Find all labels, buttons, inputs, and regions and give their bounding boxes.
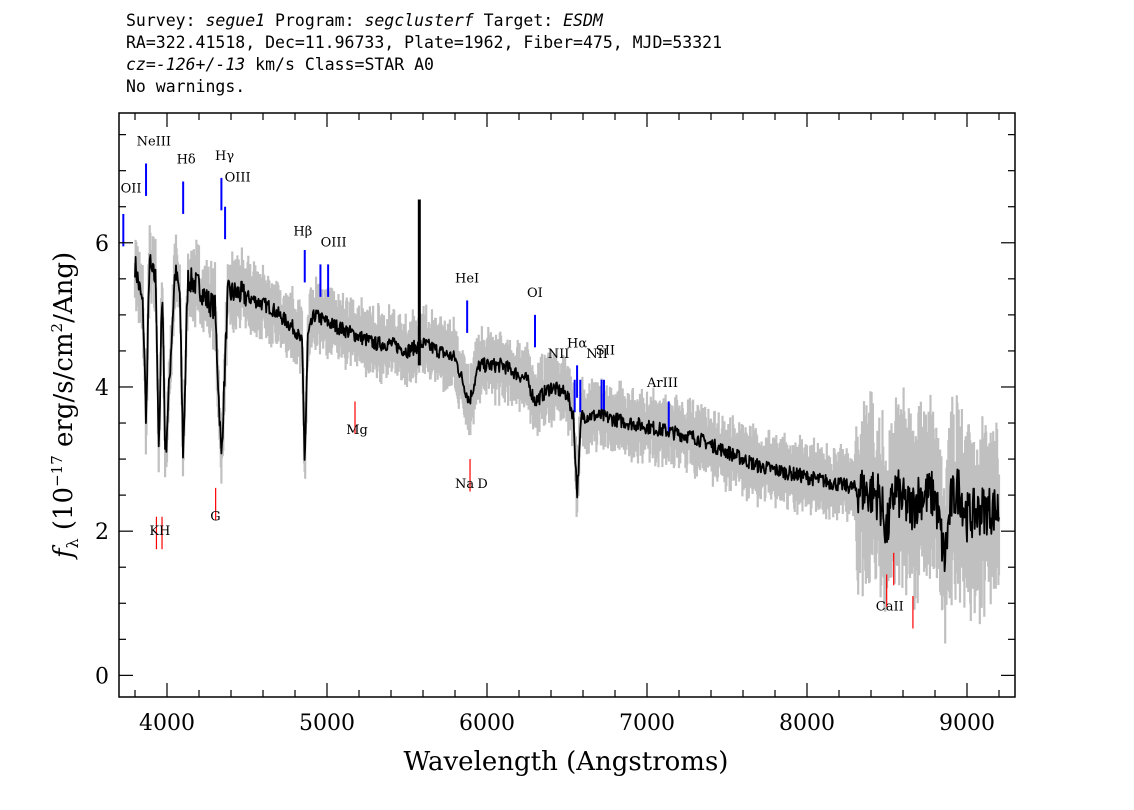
y-tick-label: 6: [95, 232, 109, 257]
spectrum-line: [134, 254, 1000, 573]
line-label-Na: Na: [455, 477, 474, 492]
error-band-layer: [133, 225, 1001, 644]
error-band: [133, 225, 1001, 644]
line-label-H: H: [159, 524, 170, 539]
x-tick-label: 6000: [459, 711, 515, 736]
line-marker-layer: [122, 163, 914, 629]
class-label: Class=: [304, 55, 365, 74]
x-tick-label: 9000: [939, 711, 995, 736]
line-label-ArIII: ArIII: [646, 376, 678, 391]
line-label-SII: SII: [596, 344, 615, 359]
line-label-K: K: [149, 524, 159, 539]
line-label-OIII: OIII: [321, 235, 347, 250]
line-label-G: G: [210, 509, 220, 524]
program-value: segclusterf: [364, 11, 474, 30]
line-label-Hβ: Hβ: [293, 225, 312, 240]
line-label-Hγ: Hγ: [215, 149, 234, 164]
cz-value: -126+/-13: [155, 55, 246, 74]
x-axis-label: Wavelength (Angstroms): [404, 747, 729, 777]
x-tick-label: 4000: [139, 711, 195, 736]
target-label: Target:: [473, 11, 564, 30]
line-label-Mg: Mg: [346, 423, 368, 438]
header-line-warnings: No warnings.: [126, 77, 246, 96]
line-label-Hδ: Hδ: [177, 152, 196, 167]
header-line-coords: RA=322.41518, Dec=11.96733, Plate=1962, …: [126, 33, 723, 52]
plot-frame: [118, 112, 1016, 698]
line-label-OIII: OIII: [225, 170, 251, 185]
cz-unit: km/s: [245, 55, 305, 74]
line-label-NII: NII: [548, 347, 570, 362]
spectrum-header: Survey: segue1 Program: segclusterf Targ…: [126, 10, 722, 98]
line-label-Hα: Hα: [567, 336, 587, 351]
y-tick-label: 4: [95, 376, 109, 401]
program-label: Program:: [265, 11, 365, 30]
x-tick-label: 7000: [619, 711, 675, 736]
header-line-redshift: cz=-126+/-13 km/s Class=STAR A0: [126, 54, 722, 76]
class-value: STAR A0: [364, 55, 434, 74]
survey-value: segue1: [205, 11, 266, 30]
axes: 4000 5000 6000 7000 8000 9000 0 2 4 6: [95, 112, 1016, 736]
line-label-HeI: HeI: [455, 271, 479, 286]
line-label-OII: OII: [121, 181, 142, 196]
x-tick-label: 5000: [299, 711, 355, 736]
y-axis-label: fλ (10−17 erg/s/cm2/Ang): [48, 252, 82, 560]
spectrum-layer: [134, 199, 1000, 573]
line-label-NII: NII: [586, 347, 608, 362]
target-value: ESDM: [563, 11, 603, 30]
line-label-NeIII: NeIII: [137, 134, 171, 149]
line-label-CaII: CaII: [876, 599, 904, 614]
header-line-survey: Survey: segue1 Program: segclusterf Targ…: [126, 10, 722, 32]
y-tick-label: 0: [95, 664, 109, 689]
y-tick-label: 2: [95, 520, 109, 545]
line-label-OI: OI: [527, 286, 543, 301]
line-label-D: D: [477, 477, 487, 492]
survey-label: Survey:: [126, 11, 206, 30]
cz-label: cz=: [126, 55, 156, 74]
x-tick-label: 8000: [779, 711, 835, 736]
